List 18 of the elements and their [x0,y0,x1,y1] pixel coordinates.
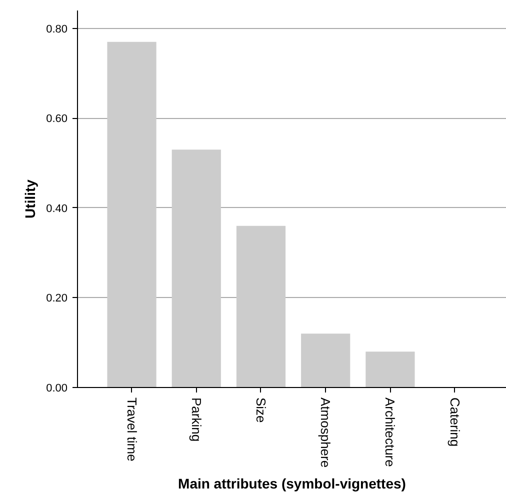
x-tick-label: Architecture [382,398,398,467]
bar [107,42,156,388]
y-tick-label: 0.20 [46,292,68,305]
y-tick-label: 0.60 [46,113,68,126]
x-tick-label: Catering [447,398,462,447]
bar [236,226,286,388]
bar [301,334,350,388]
y-tick-label: 0.40 [46,202,68,215]
x-tick-label: Atmosphere [318,398,334,468]
bar [172,150,221,388]
x-tick-label: Size [253,398,268,423]
bar [366,352,415,388]
x-tick-label: Parking [188,398,204,442]
y-tick-label: 0.80 [46,23,68,36]
x-axis-title: Main attributes (symbol-vignettes) [178,476,406,492]
y-axis-title: Utility [22,179,38,218]
y-tick-label: 0.00 [46,382,68,394]
x-tick-label: Travel time [124,398,140,462]
